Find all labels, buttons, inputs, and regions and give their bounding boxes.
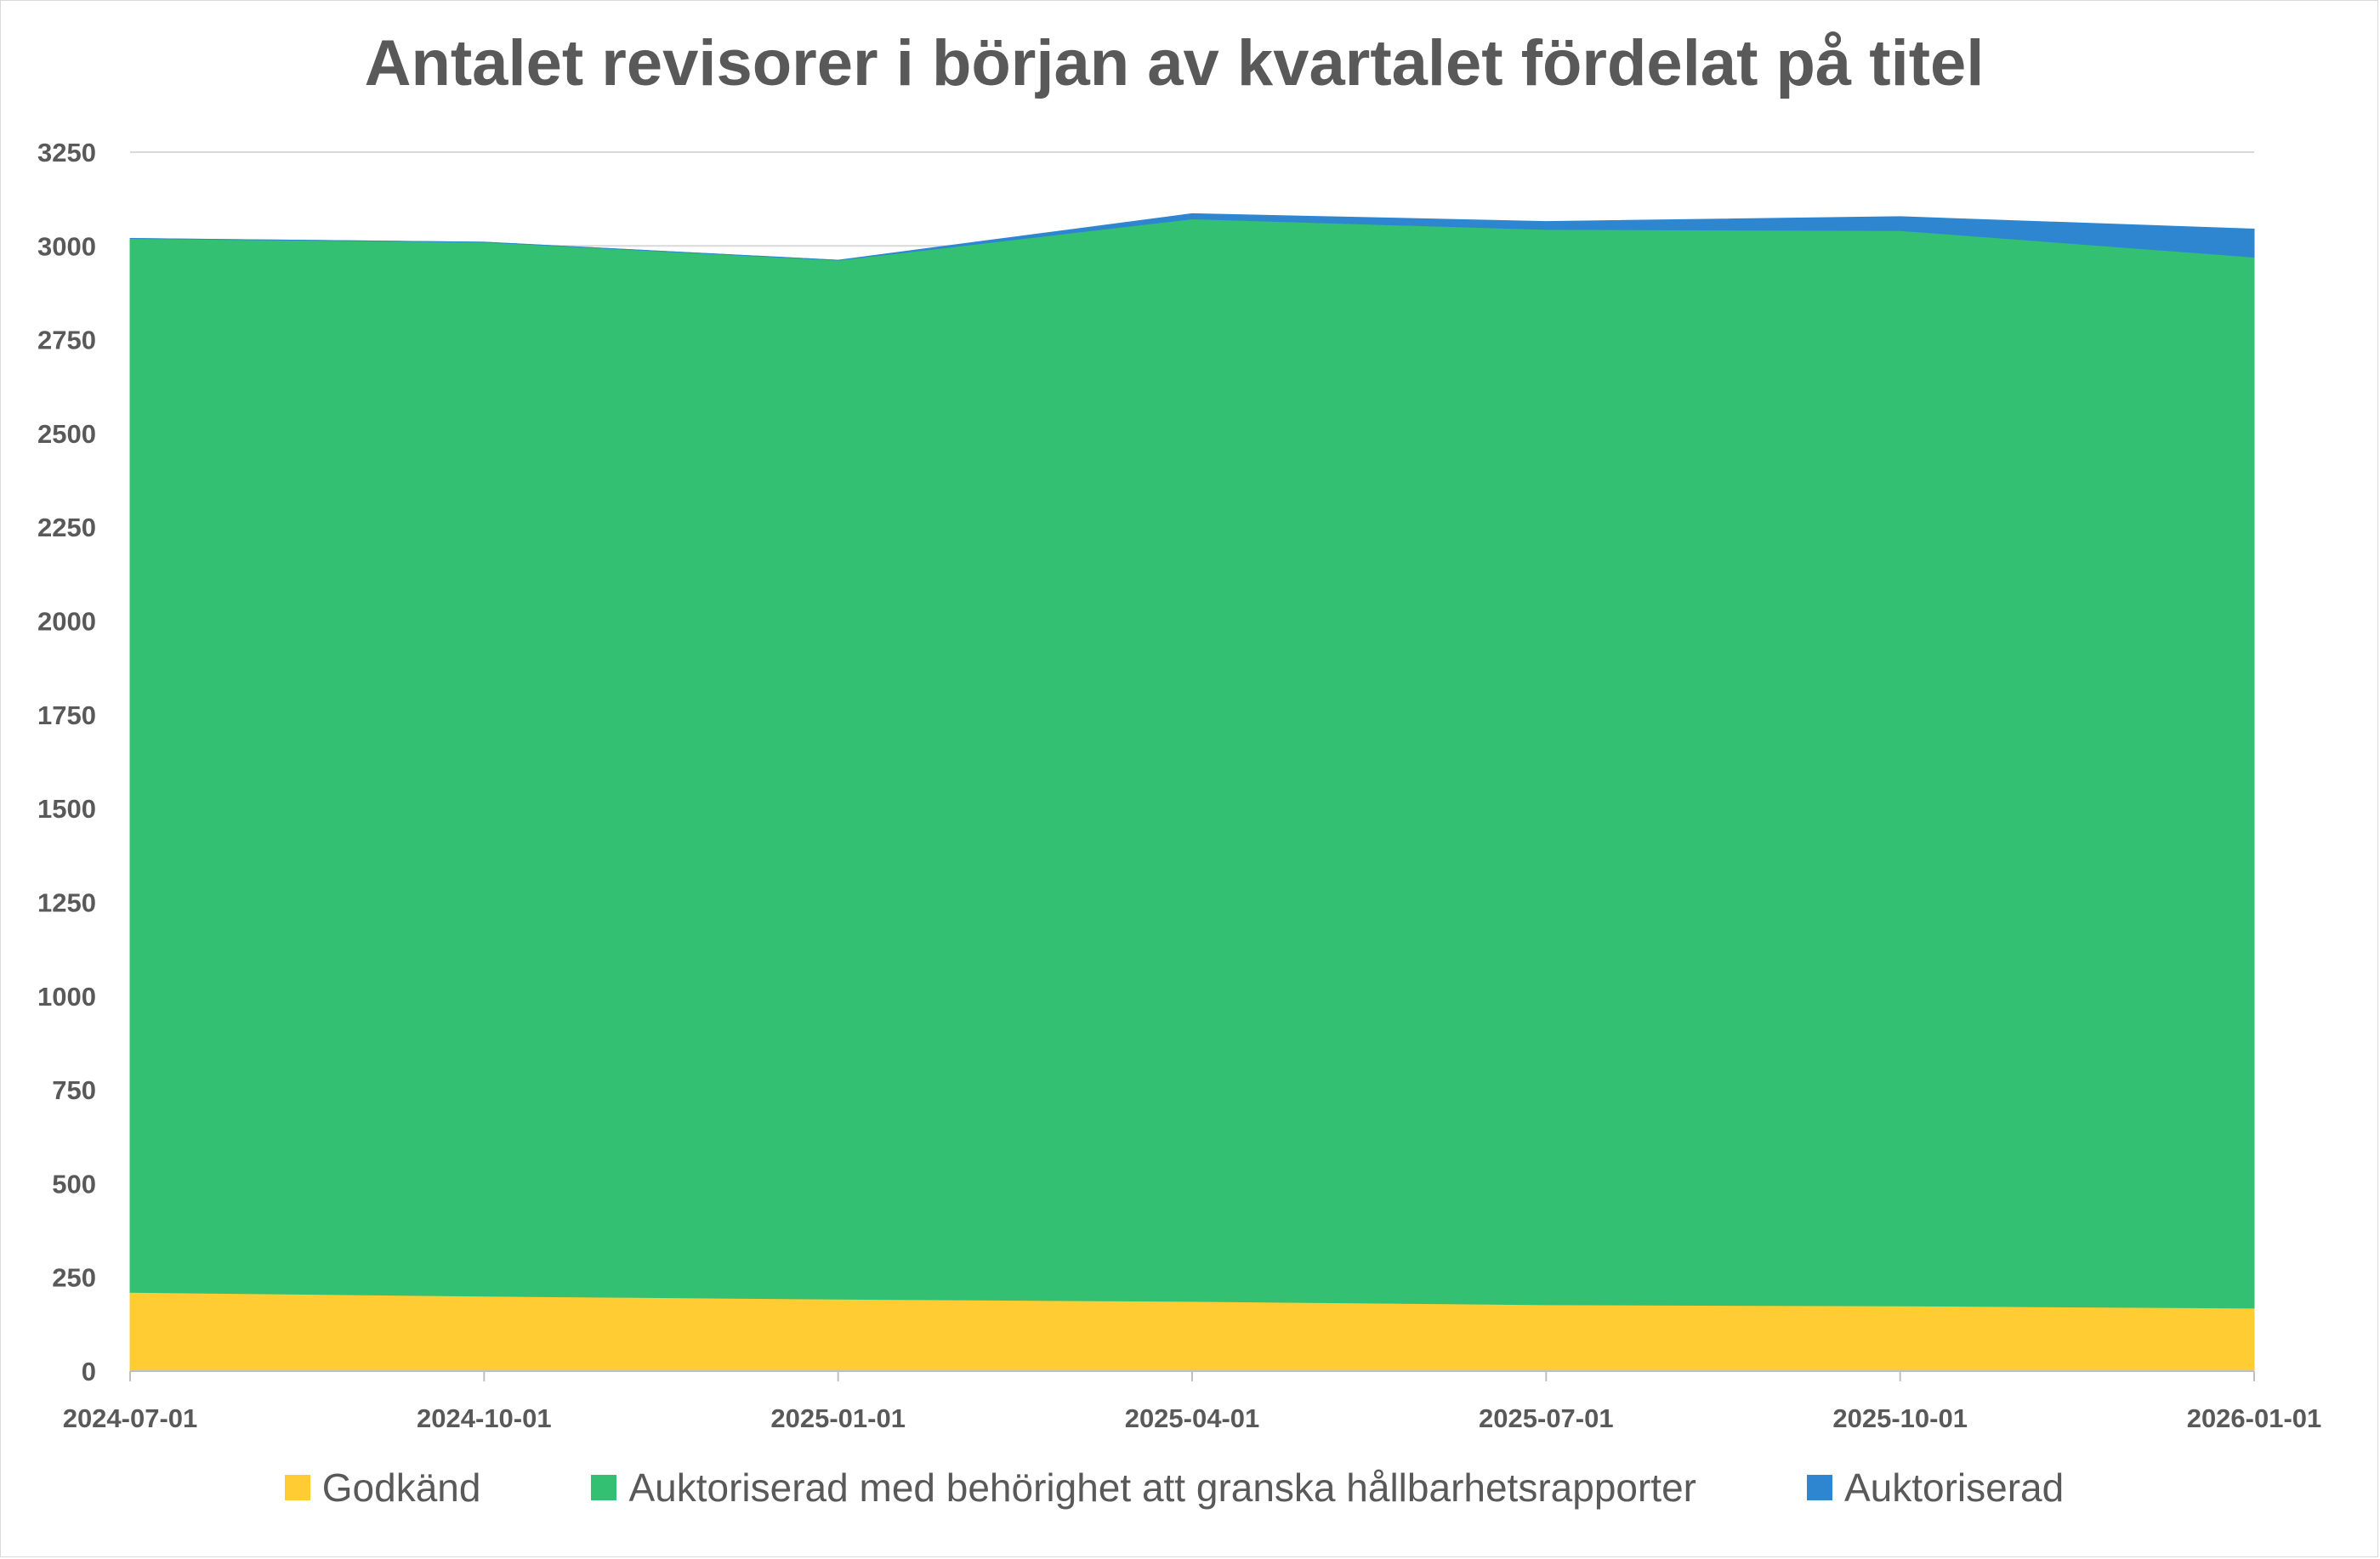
legend-label: Auktoriserad med behörighet att granska … bbox=[628, 1465, 1696, 1510]
y-tick-label: 750 bbox=[52, 1075, 96, 1105]
y-tick-label: 2750 bbox=[37, 326, 96, 355]
y-tick-label: 0 bbox=[82, 1357, 96, 1386]
y-tick-label: 3250 bbox=[37, 138, 96, 167]
y-tick-label: 2000 bbox=[37, 607, 96, 637]
y-tick-label: 250 bbox=[52, 1263, 96, 1293]
x-tick-label: 2024-10-01 bbox=[417, 1403, 552, 1433]
x-tick-label: 2024-07-01 bbox=[63, 1403, 198, 1433]
y-tick-label: 2250 bbox=[37, 513, 96, 542]
legend-item-2: Auktoriserad med behörighet att granska … bbox=[591, 1465, 1696, 1511]
legend-swatch bbox=[591, 1475, 617, 1500]
y-tick-label: 3000 bbox=[37, 231, 96, 261]
x-tick-label: 2025-01-01 bbox=[770, 1403, 906, 1433]
legend: Godkänd Auktoriserad med behörighet att g… bbox=[1, 1465, 2348, 1511]
y-tick-label: 1750 bbox=[37, 700, 96, 730]
legend-item-1: Godkänd bbox=[284, 1465, 481, 1511]
x-tick-label: 2026-01-01 bbox=[2187, 1403, 2322, 1433]
y-tick-label: 1000 bbox=[37, 982, 96, 1012]
area-series-3 bbox=[129, 213, 2255, 261]
chart-title: Antalet revisorer i början av kvartalet … bbox=[364, 27, 1985, 99]
legend-item-3: Auktoriserad bbox=[1806, 1465, 2065, 1511]
y-tick-labels: 0 250 500 750 1000 1250 1500 1750 2000 2250 2500 27… bbox=[37, 138, 96, 1386]
y-tick-label: 1500 bbox=[37, 794, 96, 824]
y-tick-label: 2500 bbox=[37, 419, 96, 449]
x-tick-labels: 2024-07-01 2024-10-01 2025-01-01 2025-04-01… bbox=[63, 1403, 2322, 1433]
legend-swatch bbox=[1806, 1475, 1832, 1500]
area-series bbox=[129, 213, 2255, 1372]
y-tick-label: 1250 bbox=[37, 887, 96, 917]
legend-swatch bbox=[284, 1475, 310, 1500]
x-tick-label: 2025-10-01 bbox=[1832, 1403, 1968, 1433]
area-series-2 bbox=[129, 218, 2255, 1309]
x-tick-label: 2025-07-01 bbox=[1479, 1403, 1614, 1433]
legend-label: Godkänd bbox=[321, 1465, 481, 1510]
axes bbox=[129, 1370, 2255, 1381]
x-tick-label: 2025-04-01 bbox=[1125, 1403, 1260, 1433]
legend-label: Auktoriserad bbox=[1843, 1465, 2065, 1510]
y-tick-label: 500 bbox=[52, 1169, 96, 1199]
